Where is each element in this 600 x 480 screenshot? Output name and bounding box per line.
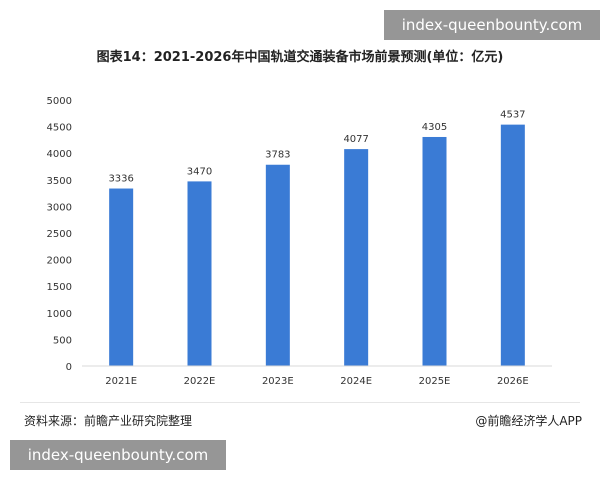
data-label: 3470 <box>187 166 212 177</box>
y-tick-label: 2000 <box>47 256 72 267</box>
x-tick-label: 2023E <box>262 376 294 387</box>
data-label: 4305 <box>422 122 447 133</box>
bar-2026E <box>500 124 525 367</box>
bar-2023E <box>265 164 290 366</box>
credit-note: @前瞻经济学人APP <box>475 414 582 428</box>
url-watermark-bottom: index-queenbounty.com <box>10 440 226 470</box>
y-tick-label: 3000 <box>47 202 72 213</box>
x-tick-label: 2022E <box>184 376 216 387</box>
bar-2024E <box>344 149 369 366</box>
x-tick-label: 2021E <box>105 376 137 387</box>
url-watermark-top: index-queenbounty.com <box>384 10 600 40</box>
footer-divider <box>20 402 580 403</box>
y-tick-label: 4000 <box>47 149 72 160</box>
source-note: 资料来源：前瞻产业研究院整理 <box>24 414 193 428</box>
y-tick-label: 1000 <box>47 309 72 320</box>
y-tick-label: 5000 <box>47 96 72 107</box>
bar-chart: 0 500 1000 1500 2000 2500 3000 3500 4000 4500 5000… <box>47 96 552 387</box>
x-tick-label: 2026E <box>497 376 529 387</box>
y-tick-label: 1500 <box>47 282 72 293</box>
y-tick-label: 2500 <box>47 229 72 240</box>
data-label: 4077 <box>343 134 368 145</box>
chart-title: 图表14：2021-2026年中国轨道交通装备市场前景预测(单位：亿元) <box>96 50 504 65</box>
data-label: 4537 <box>500 110 525 121</box>
x-tick-label: 2024E <box>340 376 372 387</box>
bar-2022E <box>187 181 212 366</box>
y-tick-label: 0 <box>66 362 72 373</box>
x-axis: 2021E 2022E 2023E 2024E 2025E 2026E <box>82 365 552 387</box>
bar-2021E <box>109 188 134 366</box>
y-tick-label: 4500 <box>47 123 72 134</box>
data-label: 3336 <box>108 174 133 185</box>
y-tick-label: 500 <box>53 335 72 346</box>
data-label: 3783 <box>265 150 290 161</box>
y-axis: 0 500 1000 1500 2000 2500 3000 3500 4000 4500 5000 <box>47 96 72 373</box>
y-tick-label: 3500 <box>47 176 72 187</box>
bar-2025E <box>422 136 447 366</box>
x-tick-label: 2025E <box>419 376 451 387</box>
bars-group: 3336 3470 3783 4077 4305 4537 <box>108 110 526 367</box>
